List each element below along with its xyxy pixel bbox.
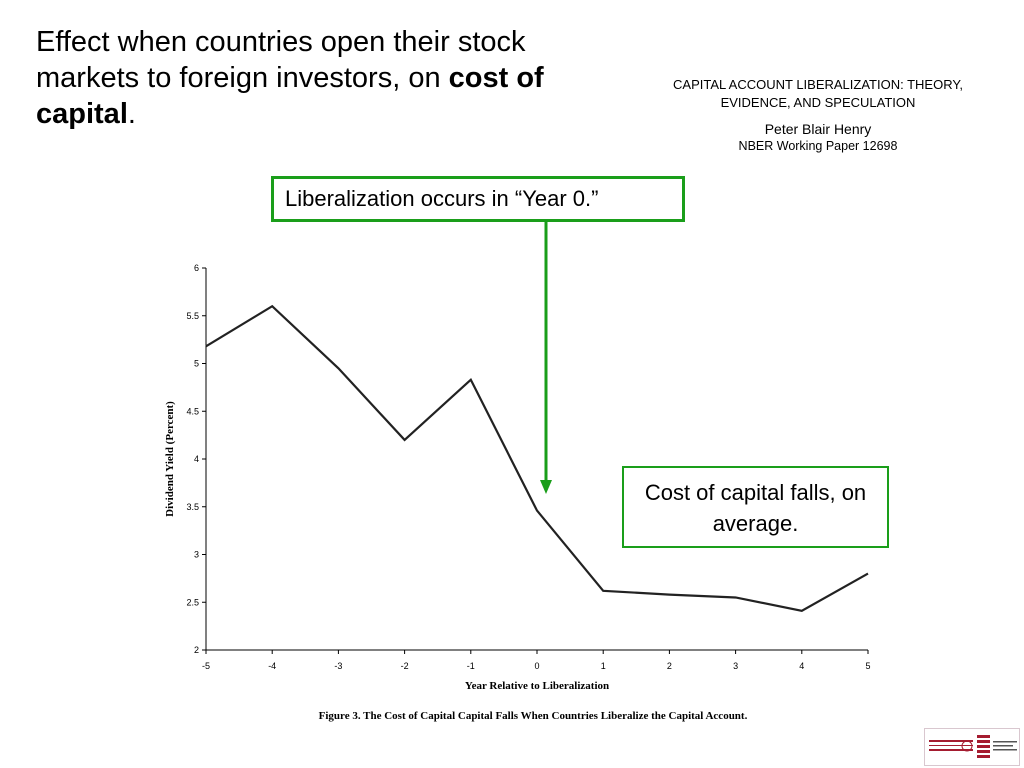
dividend-yield-line [205,304,869,613]
arrow-head-icon [540,480,552,494]
liberalization-year-callout: Liberalization occurs in “Year 0.” [271,176,685,222]
source-author: Peter Blair Henry [764,121,872,137]
headline-period: . [127,98,136,130]
school-name-mark-icon [993,741,1017,751]
y-tick-label: 4 [194,454,199,464]
y-tick-label: 5 [194,359,199,369]
slide-headline: Effect when countries open their stock m… [36,24,556,132]
chart-ticks: 2 2.5 3 3.5 4 4.5 5 5.5 6 -5 -4 -3 -2 -1 0 1 2 3 4 5 [186,263,870,671]
x-tick-label: 1 [601,661,606,671]
source-paper: NBER Working Paper 12698 [738,139,898,153]
y-tick-label: 2 [194,645,199,655]
liberalization-arrow [540,222,552,494]
y-tick-label: 3 [194,550,199,560]
harvard-kennedy-school-logo [924,728,1020,766]
x-tick-label: -1 [467,661,475,671]
headline-text: Effect when countries open their stock m… [36,26,526,94]
figure-caption: Figure 3. The Cost of Capital Capital Fa… [319,710,748,722]
x-tick-label: -5 [202,661,210,671]
x-tick-label: -3 [334,661,342,671]
x-axis-label: Year Relative to Liberalization [465,680,609,692]
veritas-shield-icon [977,735,990,759]
source-title: CAPITAL ACCOUNT LIBERALIZATION: THEORY, … [673,77,963,110]
y-axis-label: Dividend Yield (Percent) [164,401,176,517]
x-tick-label: 5 [865,661,870,671]
chart-axes [205,268,868,651]
x-tick-label: 4 [799,661,804,671]
cost-falls-callout: Cost of capital falls, on average. [622,466,889,548]
y-tick-label: 6 [194,263,199,273]
y-tick-label: 5.5 [186,311,199,321]
chart-series [205,304,869,613]
x-tick-label: -4 [268,661,276,671]
harvard-wordmark-icon [929,740,973,752]
headline-emphasis: cost of capital [36,62,544,130]
x-tick-label: 2 [667,661,672,671]
y-tick-label: 3.5 [186,502,199,512]
x-tick-label: -2 [401,661,409,671]
y-tick-label: 2.5 [186,597,199,607]
x-tick-label: 0 [534,661,539,671]
x-tick-label: 3 [733,661,738,671]
y-tick-label: 4.5 [186,406,199,416]
source-citation: CAPITAL ACCOUNT LIBERALIZATION: THEORY, … [648,76,988,154]
